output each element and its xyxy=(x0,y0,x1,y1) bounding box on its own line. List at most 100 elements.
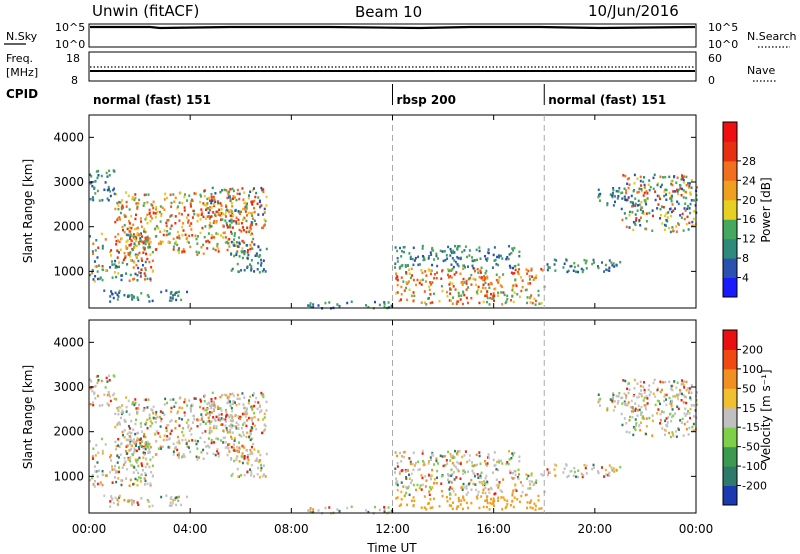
power-cell xyxy=(672,209,675,212)
power-cell xyxy=(229,188,232,191)
velocity-cell xyxy=(92,403,95,407)
velocity-cell xyxy=(435,457,438,461)
velocity-cell xyxy=(237,475,240,478)
velocity-cell xyxy=(628,415,631,419)
power-cell xyxy=(175,291,178,294)
power-cell xyxy=(235,241,238,244)
power-cell xyxy=(167,233,170,236)
power-cell xyxy=(514,278,517,281)
velocity-cell xyxy=(639,421,642,424)
velocity-cell xyxy=(413,499,416,503)
power-cell xyxy=(431,301,434,304)
power-cell xyxy=(210,195,213,199)
power-cell xyxy=(113,187,116,190)
velocity-cell xyxy=(636,382,639,385)
velocity-cell xyxy=(682,401,685,404)
power-cell xyxy=(617,190,620,193)
power-cell xyxy=(262,259,265,262)
velocity-cell xyxy=(139,476,142,480)
power-cell xyxy=(170,201,173,205)
power-cell xyxy=(444,258,447,262)
velocity-cell xyxy=(580,472,583,476)
power-cell xyxy=(134,235,137,239)
velocity-cell xyxy=(245,411,248,414)
velocity-cell xyxy=(259,453,262,457)
velocity-cell xyxy=(159,410,162,413)
velocity-cell xyxy=(452,490,455,493)
power-cell xyxy=(461,280,464,284)
velocity-cell xyxy=(620,412,623,416)
power-cell xyxy=(455,302,458,306)
power-cell xyxy=(129,243,132,247)
velocity-cell xyxy=(457,469,460,473)
velocity-cell xyxy=(485,462,488,466)
power-cell xyxy=(253,199,256,203)
velocity-cell xyxy=(105,376,108,380)
velocity-cell xyxy=(462,482,465,486)
power-cell xyxy=(623,195,626,199)
velocity-cell xyxy=(625,396,628,400)
velocity-cell xyxy=(257,450,260,454)
power-cell xyxy=(399,265,402,269)
velocity-cell xyxy=(525,493,528,496)
power-cell xyxy=(209,221,212,225)
velocity-cell xyxy=(592,463,595,467)
power-cell xyxy=(488,286,491,289)
power-cell xyxy=(406,298,409,302)
velocity-cell xyxy=(453,456,456,459)
velocity-cell xyxy=(230,406,233,410)
power-cell xyxy=(612,204,615,207)
velocity-cell xyxy=(687,387,690,390)
power-cell xyxy=(396,275,399,279)
velocity-cell xyxy=(691,429,694,433)
velocity-cell xyxy=(264,424,267,428)
power-cell xyxy=(106,188,109,192)
velocity-cell xyxy=(208,431,211,435)
power-cell xyxy=(210,236,213,240)
power-cell xyxy=(490,282,493,285)
power-cell xyxy=(127,251,130,255)
velocity-cell xyxy=(91,473,94,477)
power-cell xyxy=(132,266,135,269)
velocity-cell xyxy=(108,455,111,459)
power-cell xyxy=(243,207,246,211)
power-cell xyxy=(197,213,200,217)
velocity-cell xyxy=(226,401,229,405)
velocity-cell xyxy=(177,495,180,499)
velocity-cell xyxy=(242,423,245,426)
cpid-segment-label: normal (fast) 151 xyxy=(548,93,666,107)
velocity-cell xyxy=(529,506,532,509)
power-cell xyxy=(133,242,136,245)
power-cell xyxy=(394,266,397,269)
power-cell xyxy=(90,175,93,178)
power-cell xyxy=(400,298,403,301)
velocity-cell xyxy=(131,501,134,505)
power-cell xyxy=(101,264,104,268)
power-cell xyxy=(160,212,163,216)
velocity-cell xyxy=(106,402,109,405)
power-cell xyxy=(693,210,696,213)
velocity-cell xyxy=(159,445,162,449)
power-cell xyxy=(666,219,669,223)
power-cell xyxy=(606,203,609,207)
power-cell xyxy=(154,215,157,219)
velocity-cell xyxy=(685,427,688,431)
power-cell xyxy=(423,301,426,304)
power-cell xyxy=(465,288,468,291)
colorbar-tick-label: -15 xyxy=(742,421,760,434)
velocity-cell xyxy=(674,412,677,415)
power-cell xyxy=(516,293,519,296)
power-cell xyxy=(129,234,132,238)
velocity-cell xyxy=(253,411,256,415)
power-cell xyxy=(111,276,114,279)
power-cell xyxy=(128,226,131,229)
velocity-cell xyxy=(643,396,646,400)
power-cell xyxy=(94,274,97,278)
power-cell xyxy=(562,266,565,269)
velocity-cell xyxy=(475,488,478,492)
power-cell xyxy=(151,217,154,220)
velocity-cell xyxy=(498,481,501,484)
power-cell xyxy=(223,231,226,234)
power-cell xyxy=(657,203,660,206)
power-cell xyxy=(328,301,331,304)
